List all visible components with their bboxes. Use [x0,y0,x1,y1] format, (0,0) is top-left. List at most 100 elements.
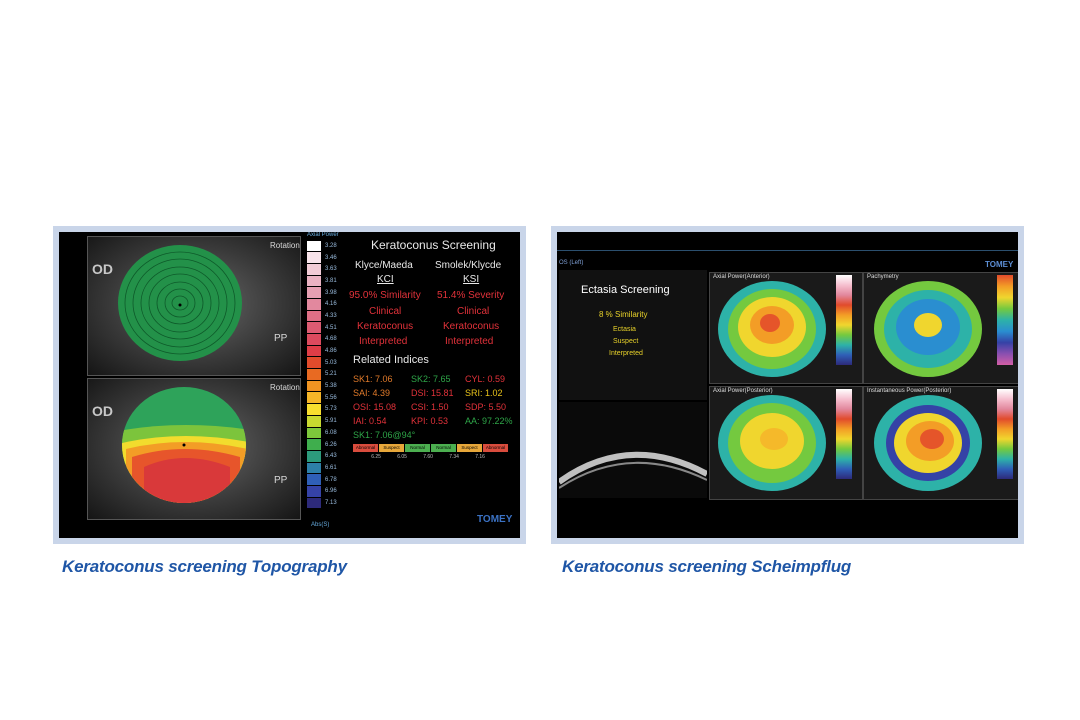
normality-bar-segment: Abnormal [353,444,378,452]
normality-bar-segment: Suspect [379,444,404,452]
eye-pp-label: PP [274,475,288,486]
normality-bar-tick: 7.16 [475,454,485,460]
eye-side-label: OS (Left) [559,260,584,266]
map-title: Pachymetry [867,274,899,280]
scale-swatch [307,345,321,357]
index-value: SRI: 1.02 [465,388,503,398]
scheimpflug-frame: OS (Left) TOMEY Ectasia Screening 8 % Si… [551,226,1024,544]
eye-map-top: OD Rotation PP [87,236,301,376]
ectasia-similarity: 8 % Similarity [599,310,648,319]
ectasia-line-2: Suspect [613,338,639,345]
caption-scheimpflug: Keratoconus screening Scheimpflug [562,557,852,576]
scheimpflug-image [559,402,707,498]
scale-value: 3.98 [325,289,337,296]
scale-row: 5.91 [307,415,349,427]
scale-value: 3.46 [325,254,337,261]
eye-pp-label: PP [274,333,288,344]
ectasia-panel: Ectasia Screening 8 % Similarity Ectasia… [559,270,707,400]
scale-row: 6.96 [307,485,349,497]
scale-value: 4.68 [325,336,337,343]
scale-swatch [307,322,321,333]
scale-swatch [307,357,321,369]
kci-column-head: Klyce/Maeda [355,260,413,271]
scale-swatch [307,240,321,252]
index-value: DSI: 15.81 [411,388,454,398]
normality-bar-tick: 6.05 [397,454,407,460]
color-scale: 3.28 3.46 3.63 3.81 3.98 4.16 4.33 4.51 4.68 4.86… [307,240,349,509]
scale-row: 6.61 [307,462,349,474]
scale-swatch [307,334,321,345]
scale-swatch [307,497,321,509]
scale-swatch [307,298,321,310]
map-pachymetry: Pachymetry [863,272,1018,384]
normality-bar-segment: Abnormal [483,444,508,452]
scale-swatch [307,392,321,404]
index-value: SDP: 5.50 [465,402,507,412]
scale-value: 3.28 [325,242,337,249]
header-divider [557,250,1018,251]
scale-swatch [307,450,321,462]
map-instantaneous-posterior: Instantaneous Power(Posterior) [863,386,1018,500]
scale-value: 4.16 [325,301,337,308]
topography-map-top [118,245,242,361]
scale-row: 3.63 [307,263,349,275]
scale-row: 3.28 [307,240,349,252]
index-value: OSI: 15.08 [353,402,397,412]
ectasia-line-1: Ectasia [613,326,636,333]
scale-swatch [307,263,321,275]
scheimpflug-brand: TOMEY [985,260,1014,269]
scale-value: 6.78 [325,476,337,483]
topography-frame: OD Rotation PP OD [53,226,526,544]
scale-row: 5.38 [307,380,349,392]
scale-value: 5.38 [325,383,337,390]
scale-swatch [307,404,321,415]
index-value: CYL: 0.59 [465,374,506,384]
topography-screen: OD Rotation PP OD [59,232,520,538]
kci-line-1: Clinical [369,306,402,317]
scale-swatch [307,462,321,474]
scale-row: 4.86 [307,345,349,357]
scale-swatch [307,310,321,322]
kci-line-3: Interpreted [359,336,408,347]
tomey-logo: TOMEY [477,514,513,525]
scale-swatch [307,369,321,380]
scale-row: 4.16 [307,298,349,310]
sk1-line: SK1: 7.06@94° [353,430,416,440]
scale-value: 5.21 [325,371,337,378]
scale-row: 6.26 [307,439,349,451]
scale-value: 5.73 [325,406,337,413]
map-axial-posterior: Axial Power(Posterior) [709,386,863,500]
index-value: SK2: 7.65 [411,374,451,384]
scale-swatch [307,474,321,485]
index-value: SK1: 7.06 [353,374,393,384]
scale-row: 6.78 [307,474,349,486]
kci-line-2: Keratoconus [357,321,414,332]
scale-swatch [307,275,321,287]
map-title: Instantaneous Power(Posterior) [867,388,952,394]
scale-row: 3.81 [307,275,349,287]
index-value: IAI: 0.54 [353,416,387,426]
scale-swatch [307,427,321,439]
normality-bar-tick: 7.60 [423,454,433,460]
scale-swatch [307,439,321,450]
index-value: SAI: 4.39 [353,388,391,398]
scale-row: 6.08 [307,427,349,439]
scale-swatch [307,380,321,392]
scale-swatch [307,485,321,497]
kci-label: KCI [377,274,394,285]
map-axial-anterior: Axial Power(Anterior) [709,272,863,384]
scale-footer: Abs(S) [311,522,330,528]
ksi-line-3: Interpreted [445,336,494,347]
normality-bar-tick: 7.34 [449,454,459,460]
eye-rotation-label: Rotation [270,383,300,392]
topography-map-bottom [122,387,246,503]
scale-value: 5.56 [325,394,337,401]
kci-similarity: 95.0% Similarity [349,290,421,301]
screening-title: Keratoconus Screening [371,238,496,252]
scale-row: 3.98 [307,287,349,299]
scale-row: 5.73 [307,404,349,416]
ksi-severity: 51.4% Severity [437,290,505,301]
related-indices-title: Related Indices [353,354,429,366]
eye-map-bottom: OD Rotation PP [87,378,301,520]
ksi-line-2: Keratoconus [443,321,500,332]
